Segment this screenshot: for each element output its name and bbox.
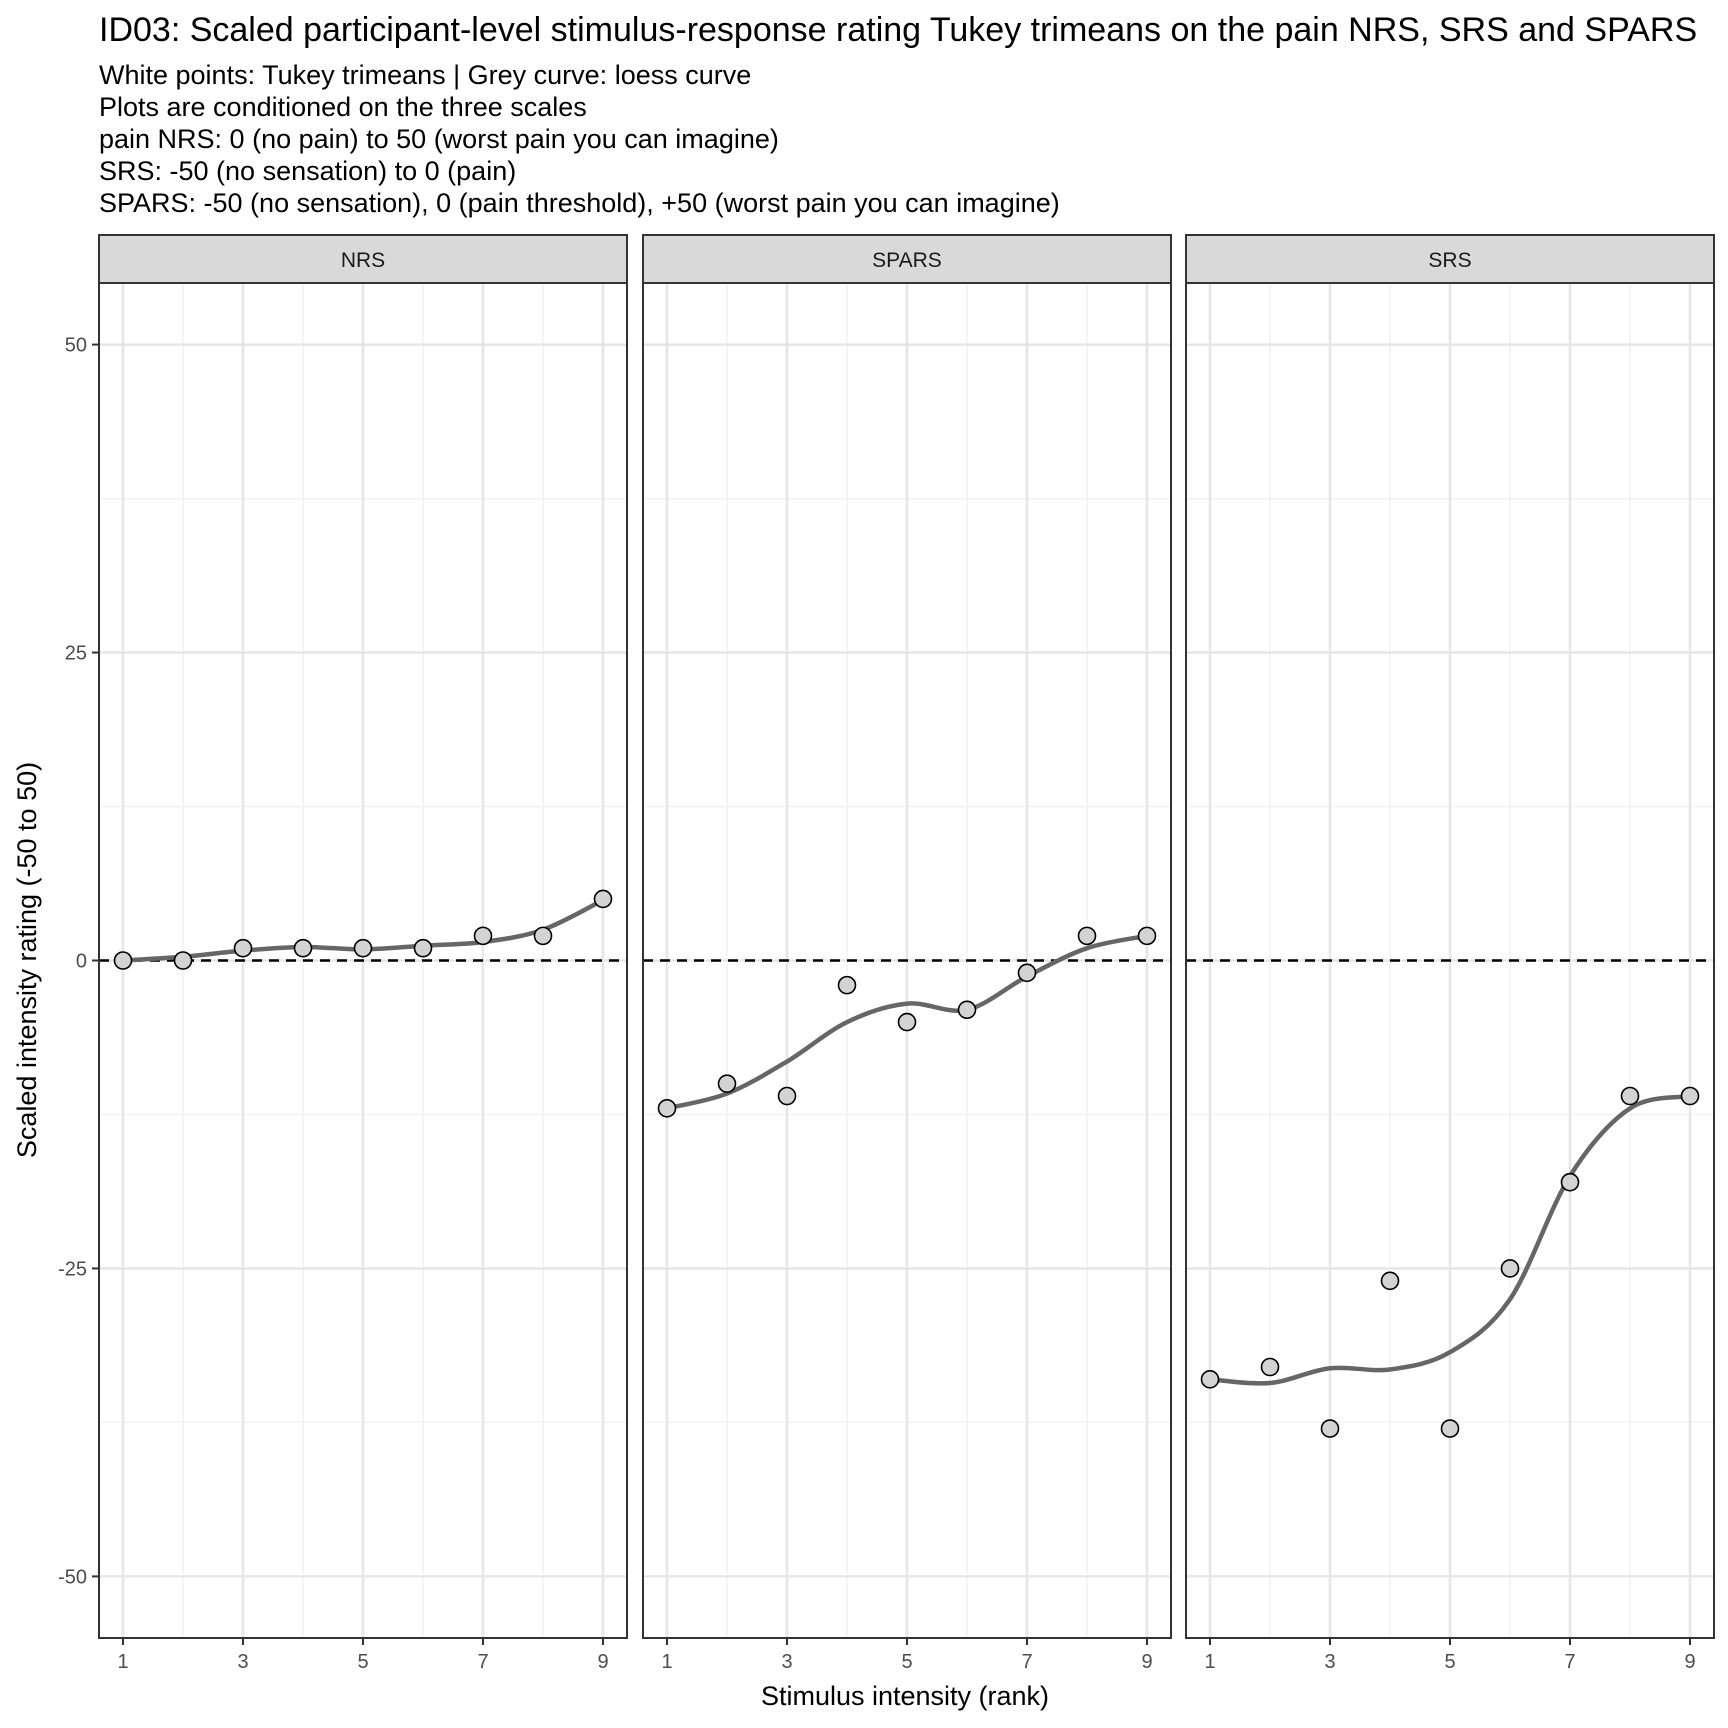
x-tick-label: 9 [597,1651,608,1673]
data-point [1017,963,1037,983]
data-point [293,938,313,958]
data-point [1440,1419,1460,1438]
y-tick-label: -50 [58,1566,87,1588]
y-tick-label: -25 [58,1258,87,1280]
loess-curve [1207,1093,1693,1386]
data-point [837,975,857,995]
data-point [353,938,373,958]
panel-nrs: NRS 1 3 5 7 9 [98,234,628,1673]
data-point [717,1074,737,1093]
x-tick-label: 1 [661,1651,672,1673]
x-axis-title: Stimulus intensity (rank) [761,1681,1049,1711]
data-point [1260,1357,1280,1377]
data-point [473,926,493,946]
x-tick-label: 5 [901,1651,912,1673]
strip-background [98,234,628,284]
strip-label: NRS [341,249,385,272]
y-tick-label: 25 [65,643,87,665]
subtitle-line: White points: Tukey trimeans | Grey curv… [99,60,752,90]
subtitle-line: SPARS: -50 (no sensation), 0 (pain thres… [99,188,1060,218]
panel-spars: SPARS 1 3 5 7 9 [642,234,1172,1673]
subtitle-line: Plots are conditioned on the three scale… [99,92,587,122]
x-tick-label: 5 [1444,1651,1455,1673]
data-point [1320,1419,1340,1438]
x-tick-label: 7 [477,1651,488,1673]
strip-background [642,234,1172,284]
chart-title: ID03: Scaled participant-level stimulus-… [99,11,1698,49]
strip-label: SRS [1428,249,1471,272]
y-axis-title: Scaled intensity rating (-50 to 50) [12,762,42,1158]
x-tick-label: 3 [1324,1651,1335,1673]
data-point [113,951,133,970]
data-point [1200,1370,1220,1389]
data-point [1137,926,1157,946]
data-point [957,1000,977,1020]
x-tick-label: 9 [1141,1651,1152,1673]
x-tick-label: 7 [1564,1651,1575,1673]
data-point [233,938,253,958]
data-point [1680,1086,1700,1106]
data-point [1380,1271,1400,1291]
data-point [173,951,193,970]
data-point [1500,1259,1520,1278]
data-point [657,1099,677,1118]
x-tick-label: 3 [781,1651,792,1673]
data-point [593,889,613,909]
data-point [533,926,553,946]
strip-background [1185,234,1715,284]
panel-srs: SRS 1 3 5 7 9 [1185,234,1715,1673]
x-tick-label: 3 [237,1651,248,1673]
data-point [1560,1172,1580,1192]
subtitle-line: SRS: -50 (no sensation) to 0 (pain) [99,156,517,186]
data-point [1620,1086,1640,1106]
data-point [897,1012,917,1032]
data-point [777,1086,797,1106]
y-tick-label: 50 [65,335,87,357]
x-tick-label: 7 [1021,1651,1032,1673]
x-tick-label: 9 [1684,1651,1695,1673]
data-point [413,938,433,958]
y-tick-label: 0 [76,951,87,973]
x-tick-label: 5 [357,1651,368,1673]
chart-subtitle: White points: Tukey trimeans | Grey curv… [99,59,1060,219]
x-tick-label: 1 [1204,1651,1215,1673]
x-tick-label: 1 [117,1651,128,1673]
subtitle-line: pain NRS: 0 (no pain) to 50 (worst pain … [99,124,779,154]
strip-label: SPARS [872,249,942,272]
loess-curve [664,933,1150,1111]
data-point [1077,926,1097,946]
